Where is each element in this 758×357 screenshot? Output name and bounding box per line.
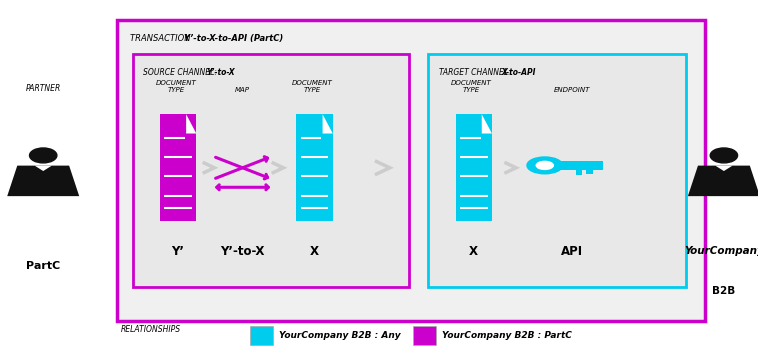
Text: X: X xyxy=(469,245,478,257)
Text: Y’: Y’ xyxy=(171,245,185,257)
FancyBboxPatch shape xyxy=(117,20,705,321)
Text: PartC: PartC xyxy=(26,261,61,271)
FancyBboxPatch shape xyxy=(428,54,686,287)
Text: MAP: MAP xyxy=(235,87,250,93)
FancyBboxPatch shape xyxy=(133,54,409,287)
Ellipse shape xyxy=(30,148,57,163)
Text: SOURCE CHANNEL:: SOURCE CHANNEL: xyxy=(143,67,220,77)
FancyBboxPatch shape xyxy=(559,161,603,170)
Text: B2B: B2B xyxy=(713,286,735,296)
Text: YourCompany B2B : Any: YourCompany B2B : Any xyxy=(279,331,400,340)
Polygon shape xyxy=(8,166,80,196)
Text: YourCompany B2B : PartC: YourCompany B2B : PartC xyxy=(442,331,572,340)
Text: DOCUMENT
TYPE: DOCUMENT TYPE xyxy=(292,80,333,93)
Polygon shape xyxy=(35,166,52,171)
Polygon shape xyxy=(186,114,196,134)
Ellipse shape xyxy=(710,148,738,163)
FancyBboxPatch shape xyxy=(587,170,593,174)
Polygon shape xyxy=(716,166,732,171)
Text: RELATIONSHIPS: RELATIONSHIPS xyxy=(121,325,181,334)
Text: PARTNER: PARTNER xyxy=(26,84,61,93)
Circle shape xyxy=(536,161,553,170)
Polygon shape xyxy=(688,166,758,196)
Text: Y’-to-X: Y’-to-X xyxy=(221,245,265,257)
Text: TRANSACTION: TRANSACTION xyxy=(130,34,193,43)
Text: DOCUMENT
TYPE: DOCUMENT TYPE xyxy=(451,80,492,93)
Polygon shape xyxy=(482,114,492,134)
Text: API: API xyxy=(561,245,584,257)
FancyBboxPatch shape xyxy=(296,114,333,221)
Text: ENDPOINT: ENDPOINT xyxy=(554,87,590,93)
Text: X-to-API: X-to-API xyxy=(502,67,537,77)
Polygon shape xyxy=(323,114,333,134)
Text: TARGET CHANNEL:: TARGET CHANNEL: xyxy=(439,67,513,77)
FancyBboxPatch shape xyxy=(413,326,436,345)
FancyBboxPatch shape xyxy=(250,326,273,345)
Text: YourCompany: YourCompany xyxy=(684,246,758,256)
FancyBboxPatch shape xyxy=(456,114,492,221)
Text: Y’-to-X: Y’-to-X xyxy=(206,67,235,77)
Text: DOCUMENT
TYPE: DOCUMENT TYPE xyxy=(155,80,196,93)
Text: X: X xyxy=(310,245,319,257)
FancyBboxPatch shape xyxy=(576,170,582,175)
Text: Y’-to-X-to-API (PartC): Y’-to-X-to-API (PartC) xyxy=(184,34,283,43)
Circle shape xyxy=(527,157,562,174)
FancyBboxPatch shape xyxy=(160,114,196,221)
